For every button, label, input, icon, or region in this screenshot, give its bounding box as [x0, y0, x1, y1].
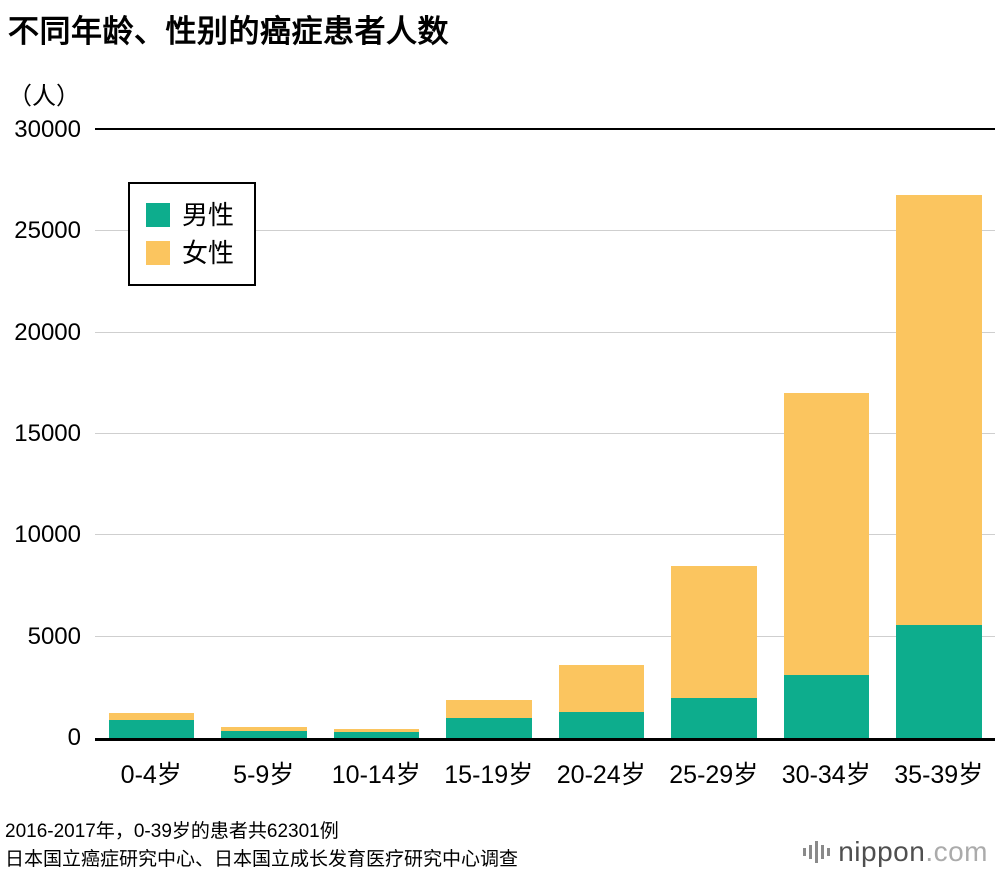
- x-tick-label: 30-34岁: [781, 761, 871, 789]
- bar-slot: [658, 130, 771, 738]
- x-tick-label: 15-19岁: [444, 761, 534, 789]
- bar-segment-male: [896, 624, 982, 738]
- bar-segment-male: [671, 698, 757, 738]
- y-tick-label: 0: [67, 724, 81, 751]
- plot-area: 0 5000 10000 15000 20000 25000 30000 男性 女性: [14, 116, 995, 751]
- stacked-bar: [558, 130, 644, 738]
- bar-segment-female: [108, 712, 194, 720]
- x-tick-label: 10-14岁: [331, 761, 421, 789]
- male-swatch: [146, 203, 170, 227]
- footnote-source: 日本国立癌症研究中心、日本国立成长发育医疗研究中心调查: [5, 849, 519, 870]
- stacked-bar: [221, 130, 307, 738]
- bar-slot: [770, 130, 883, 738]
- legend: 男性 女性: [128, 182, 257, 286]
- bar-segment-male: [783, 675, 869, 738]
- y-tick-label: 20000: [14, 318, 81, 346]
- bar-segment-female: [446, 699, 532, 718]
- bar-segment-male: [221, 730, 307, 738]
- footnote-total: 2016-2017年，0-39岁的患者共62301例: [5, 821, 339, 842]
- gridline: [95, 635, 995, 637]
- stacked-bar: [671, 130, 757, 738]
- bar-segment-male: [333, 731, 419, 738]
- gridline: [95, 331, 995, 333]
- bar-slot: [545, 130, 658, 738]
- y-tick-label: 25000: [14, 217, 81, 245]
- bar-segment-male: [558, 711, 644, 738]
- bar-segment-female: [221, 726, 307, 731]
- logo-tld: .com: [925, 836, 988, 867]
- bar-segment-male: [108, 719, 194, 738]
- y-tick-label: 10000: [14, 521, 81, 549]
- page-title: 不同年龄、性别的癌症患者人数: [8, 14, 449, 49]
- legend-male-label: 男性: [182, 200, 235, 230]
- gridline: [95, 433, 995, 434]
- bar-segment-female: [333, 728, 419, 732]
- bar-slot: [208, 130, 321, 738]
- y-tick-label: 5000: [27, 622, 81, 650]
- legend-item-female: 女性: [146, 234, 234, 272]
- bar-segment-female: [558, 665, 644, 712]
- bar-segment-female: [783, 393, 869, 676]
- bar-segment-female: [896, 194, 982, 625]
- stacked-bar: [333, 130, 419, 738]
- gridline: [95, 230, 995, 232]
- stacked-bar: [783, 130, 869, 738]
- logo-name: nippon: [838, 836, 926, 867]
- bar-slot: [433, 130, 546, 738]
- stacked-bar: [108, 130, 194, 738]
- bar-slot: [95, 130, 208, 738]
- soundwave-icon: [803, 839, 831, 865]
- y-tick-label: 15000: [14, 420, 81, 447]
- logo-text: nippon.com: [838, 836, 988, 868]
- x-tick-label: 0-4岁: [120, 761, 182, 789]
- x-tick-label: 35-39岁: [894, 761, 984, 789]
- x-tick-label: 25-29岁: [669, 761, 759, 789]
- gridline: [95, 534, 995, 536]
- legend-female-label: 女性: [182, 238, 235, 268]
- y-axis-unit-label: （人）: [8, 83, 80, 110]
- chart: 0 5000 10000 15000 20000 25000 30000 男性 女性 0-4…: [0, 116, 1000, 791]
- bar-slot: [320, 130, 433, 738]
- x-axis-labels: 0-4岁 5-9岁 10-14岁 15-19岁 20-24岁 25-29岁 30-34岁 35…: [95, 755, 995, 791]
- gridline: [95, 128, 995, 130]
- female-swatch: [146, 241, 170, 265]
- stacked-bar: [896, 130, 982, 738]
- bar-segment-female: [671, 565, 757, 699]
- bar-segment-male: [446, 717, 532, 738]
- bar-slot: [883, 130, 996, 738]
- nippon-com-logo: nippon.com: [803, 836, 988, 868]
- legend-item-male: 男性: [146, 196, 234, 234]
- x-tick-label: 5-9岁: [233, 761, 295, 789]
- bars: [95, 130, 995, 738]
- stacked-bar: [446, 130, 532, 738]
- y-tick-label: 30000: [14, 116, 81, 143]
- x-tick-label: 20-24岁: [556, 761, 646, 789]
